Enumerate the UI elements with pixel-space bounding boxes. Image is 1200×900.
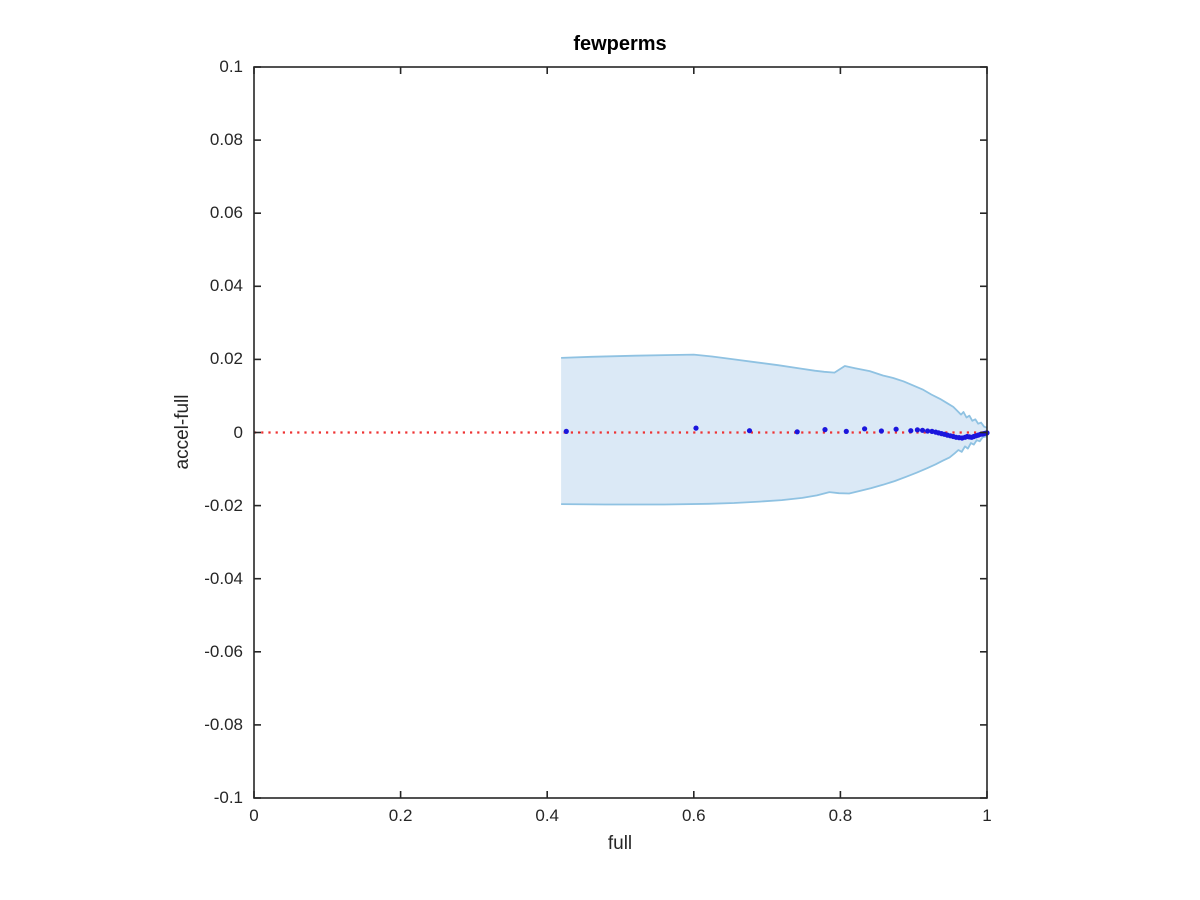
data-point (908, 428, 914, 434)
x-tick-label: 0.8 (828, 806, 853, 825)
x-axis-label: full (607, 833, 633, 854)
y-tick-label: -0.04 (204, 568, 243, 588)
y-tick-label: -0.1 (213, 788, 243, 807)
data-point (794, 429, 800, 435)
data-point (563, 428, 569, 434)
data-points (563, 425, 990, 441)
data-point (878, 428, 885, 434)
data-point (893, 426, 899, 432)
y-tick-label: 0 (233, 422, 243, 442)
y-tick-label: -0.06 (204, 641, 243, 661)
y-tick-label: 0.08 (209, 130, 243, 150)
y-tick-label: 0.02 (209, 349, 243, 369)
x-tick-label: 0.2 (388, 806, 413, 825)
data-point (693, 425, 699, 431)
x-tick-label: 0.4 (535, 806, 560, 825)
y-tick-label: 0.1 (219, 57, 243, 76)
y-tick-label: 0.06 (209, 203, 243, 223)
data-point (746, 428, 753, 434)
y-tick-label: 0.04 (209, 276, 243, 296)
data-point (919, 427, 926, 433)
x-tick-label: 0 (249, 806, 259, 825)
data-point (862, 426, 868, 432)
x-tick-label: 0.6 (681, 806, 706, 825)
band-lower-edge (561, 435, 988, 506)
band-upper-edge (561, 353, 988, 429)
data-point (914, 427, 921, 433)
data-point (843, 428, 849, 434)
y-tick-label: -0.08 (204, 714, 243, 734)
data-point (822, 427, 828, 433)
x-tick-label: 1 (982, 806, 992, 825)
plot-title: fewperms (573, 33, 667, 55)
y-axis-label: accel-full (172, 394, 193, 470)
confidence-band (561, 354, 987, 505)
y-tick-label: -0.02 (204, 495, 243, 515)
data-point (925, 428, 931, 434)
